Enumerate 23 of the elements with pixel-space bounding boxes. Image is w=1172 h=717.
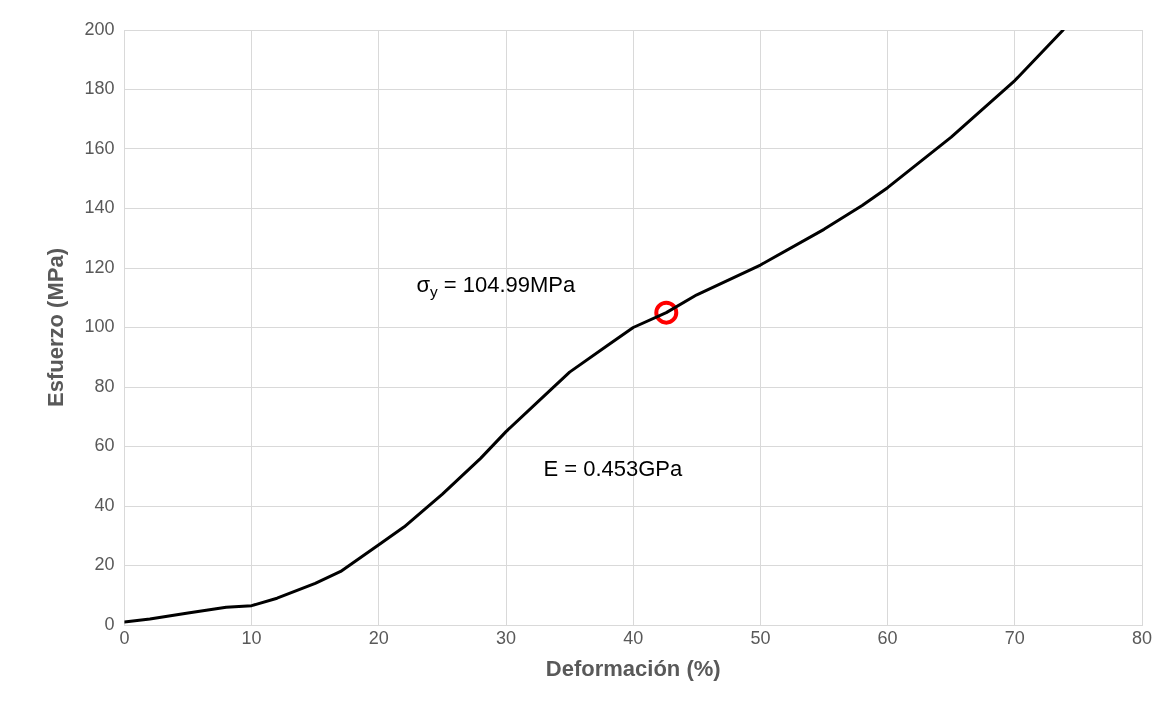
y-tick-label: 20 [94,554,115,575]
y-tick-label: 120 [84,256,115,277]
y-tick-label: 100 [84,316,115,337]
y-tick-label: 60 [94,435,115,456]
y-tick-label: 80 [94,375,115,396]
x-tick-label: 70 [1004,627,1025,648]
x-axis-title: Deformación (%) [545,655,721,681]
y-tick-label: 0 [104,613,115,634]
y-axis-title: Esfuerzo (MPa) [43,248,69,407]
x-tick-label: 20 [368,627,389,648]
y-tick-label: 140 [84,197,115,218]
y-tick-label: 180 [84,78,115,99]
y-tick-label: 40 [94,494,115,515]
x-tick-label: 40 [623,627,644,648]
y-tick-label: 200 [84,18,115,39]
x-tick-label: 10 [241,627,262,648]
x-tick-label: 80 [1131,627,1153,648]
x-tick-label: 50 [750,627,771,648]
x-tick-label: 60 [877,627,898,648]
y-tick-label: 160 [84,137,115,158]
annotation: E = 0.453GPa [543,456,684,482]
x-tick-label: 30 [496,627,517,648]
x-tick-label: 0 [119,627,130,648]
